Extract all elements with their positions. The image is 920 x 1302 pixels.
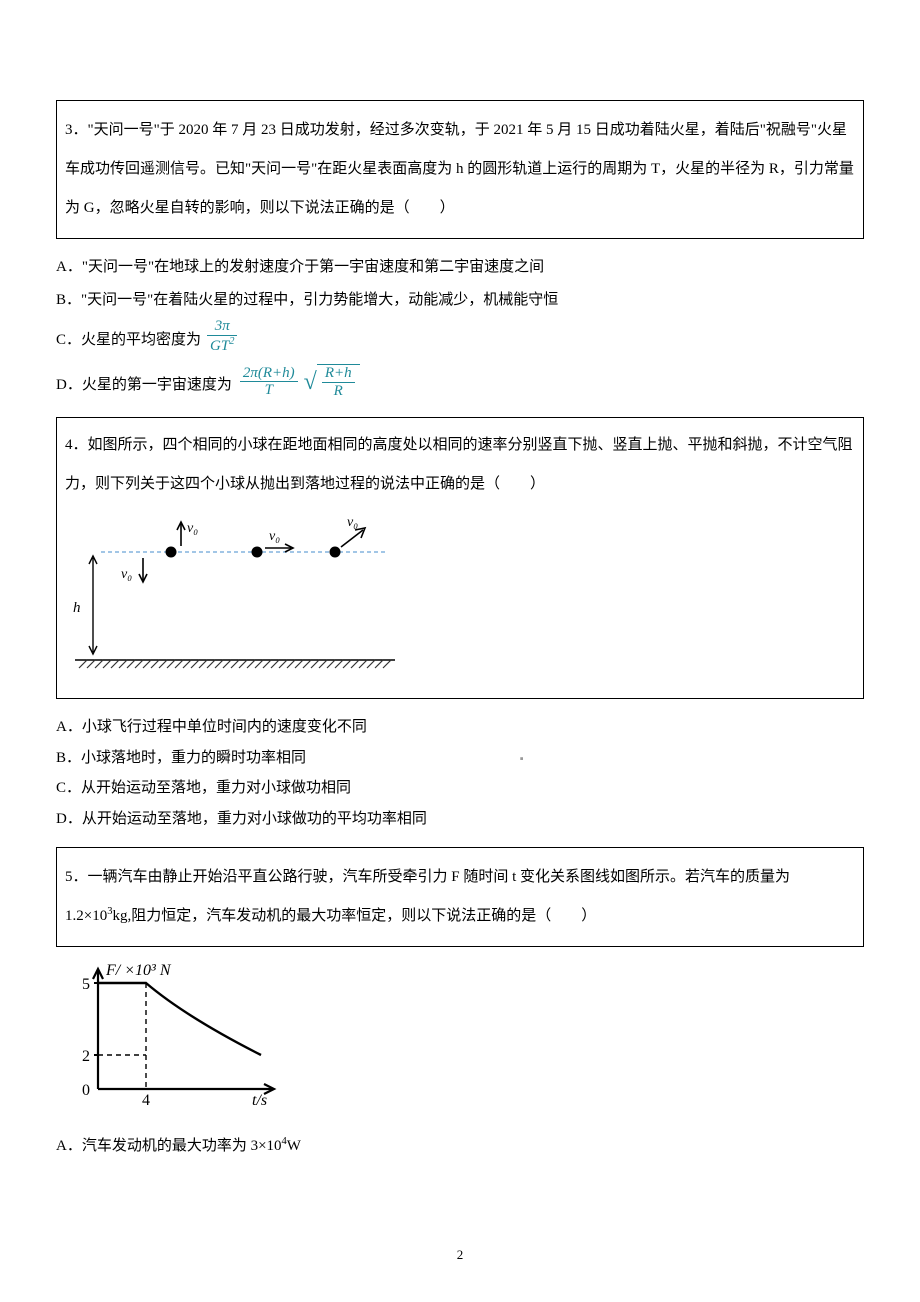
q4-ball-2 [252,547,263,558]
q3-option-b: B．"天问一号"在着陆火星的过程中，引力势能增大，动能减少，机械能守恒 [56,286,864,315]
q3-d-formula: 2π(R+h) T √ R+h R [238,364,360,399]
q3-option-c: C．火星的平均密度为 3π GT2 [56,318,864,354]
q5-ylabel: F/ ×10³ N [105,962,172,979]
q3-option-a: A．"天问一号"在地球上的发射速度介于第一宇宙速度和第二宇宙速度之间 [56,253,864,282]
q5-stem-post: kg,阻力恒定，汽车发动机的最大功率恒定，则以下说法正确的是（ ） [112,908,596,924]
q4-svg: h v₀ v₀ v₀ v₀ [65,510,405,670]
q4-figure: h v₀ v₀ v₀ v₀ [65,510,855,686]
q5-stem-box: 5．一辆汽车由静止开始沿平直公路行驶，汽车所受牵引力 F 随时间 t 变化关系图… [56,847,864,947]
q5-ytick-0: 0 [82,1082,90,1099]
q4-stem: 4．如图所示，四个相同的小球在距地面相同的高度处以相同的速率分别竖直下抛、竖直上… [65,426,855,504]
q4-option-d: D．从开始运动至落地，重力对小球做功的平均功率相同 [56,805,864,834]
q4-h-label: h [73,600,81,616]
q4-ball-1 [166,547,177,558]
q5-curve [98,983,261,1055]
q3-c-den: GT2 [207,336,237,355]
q4-v0-down: v₀ [121,567,132,582]
q4-hatch [79,660,391,668]
q4-ball-3 [330,547,341,558]
q4-v0-diag: v₀ [347,515,358,530]
q4-option-a: A．小球飞行过程中单位时间内的速度变化不同 [56,713,864,742]
q5-xlabel: t/s [252,1092,267,1109]
q3-c-prefix: C．火星的平均密度为 [56,326,201,355]
page-number: 2 [0,1243,920,1268]
q5-xtick-4: 4 [142,1092,150,1109]
q4-stem-box: 4．如图所示，四个相同的小球在距地面相同的高度处以相同的速率分别竖直下抛、竖直上… [56,417,864,699]
q4-v0-up: v₀ [187,521,198,536]
q4-arrow-diag [341,530,363,547]
q5-ytick-2: 2 [82,1048,90,1065]
q4-option-b: B．小球落地时，重力的瞬时功率相同 ▪ [56,744,864,773]
page-content: 3．"天问一号"于 2020 年 7 月 23 日成功发射，经过多次变轨，于 2… [0,0,920,1204]
q5-figure: F/ ×10³ N 5 2 0 4 t/s [56,961,864,1122]
q5-option-a: A．汽车发动机的最大功率为 3×104W [56,1132,864,1161]
q3-stem: 3．"天问一号"于 2020 年 7 月 23 日成功发射，经过多次变轨，于 2… [65,122,854,216]
q4-option-c: C．从开始运动至落地，重力对小球做功相同 [56,774,864,803]
q3-stem-box: 3．"天问一号"于 2020 年 7 月 23 日成功发射，经过多次变轨，于 2… [56,100,864,239]
q5-ytick-5: 5 [82,976,90,993]
q3-d-prefix: D．火星的第一宇宙速度为 [56,371,232,400]
center-dot-icon: ▪ [520,753,524,765]
q3-c-formula: 3π GT2 [207,318,237,354]
sqrt-icon: √ [304,370,317,405]
q3-c-num: 3π [207,318,237,336]
q3-option-d: D．火星的第一宇宙速度为 2π(R+h) T √ R+h R [56,364,864,399]
q5-svg: F/ ×10³ N 5 2 0 4 t/s [56,961,286,1111]
q4-v0-right: v₀ [269,529,280,544]
